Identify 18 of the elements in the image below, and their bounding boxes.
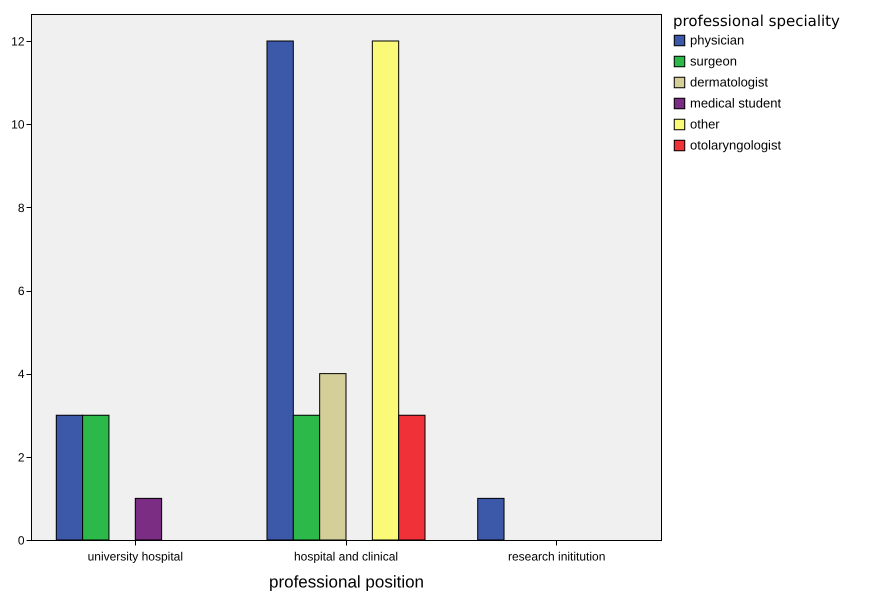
y-tick-label: 10 [11,118,25,132]
legend-label: other [690,116,720,132]
y-tick-label: 8 [18,200,25,215]
x-tick-label: research inititution [508,550,606,564]
legend-label: physician [690,32,744,48]
y-tick-label: 4 [18,367,25,382]
legend-label: surgeon [690,54,737,68]
legend-label: dermatologist [690,74,768,90]
x-axis-title: professional position [269,572,424,592]
y-tick-label: 12 [11,34,25,49]
x-tick-label: hospital and clinical [294,550,398,564]
y-tick-label: 0 [18,534,25,548]
legend-title: professional speciality [673,12,840,30]
y-tick-label: 2 [18,450,25,464]
legend-label: medical student [690,96,782,110]
y-tick-label: 6 [18,284,25,298]
x-tick-label: university hospital [88,550,183,564]
legend-label: otolaryngologist [690,138,782,152]
